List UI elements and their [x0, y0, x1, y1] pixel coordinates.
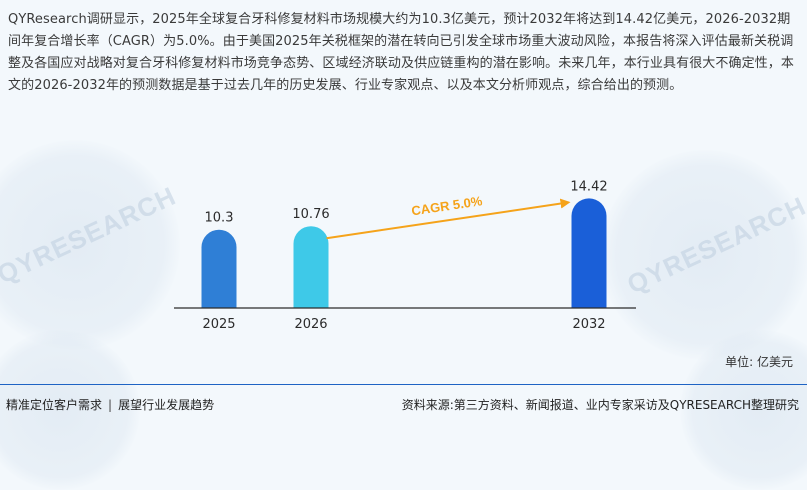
- labels-layer: 10.3 2025 10.76 2026 14.42 2032: [202, 179, 607, 332]
- market-description: QYResearch调研显示，2025年全球复合牙科修复材料市场规模大约为10.…: [8, 12, 795, 93]
- value-label-2025: 10.3: [205, 211, 234, 226]
- footer-slogan: 精准定位客户需求 | 展望行业发展趋势: [6, 396, 214, 413]
- footer-separator: |: [108, 398, 113, 412]
- value-label-2032: 14.42: [570, 179, 607, 194]
- bar-2025: [201, 229, 237, 308]
- cagr-arrow: [326, 198, 571, 240]
- footer-slogan-b: 展望行业发展趋势: [118, 398, 215, 412]
- bars-layer: [201, 198, 607, 308]
- x-tick-2032: 2032: [572, 317, 605, 332]
- market-size-chart: 10.3 2025 10.76 2026 14.42 2032 CAGR 5.0%: [174, 179, 636, 332]
- unit-label: 单位: 亿美元: [725, 355, 793, 369]
- x-tick-2025: 2025: [202, 317, 235, 332]
- value-label-2026: 10.76: [292, 207, 329, 222]
- cagr-label: CAGR 5.0%: [410, 193, 483, 218]
- footer-slogan-a: 精准定位客户需求: [6, 398, 103, 412]
- footer-divider: [0, 384, 807, 385]
- footer-source: 资料来源:第三方资料、新闻报道、业内专家采访及QYRESEARCH整理研究: [401, 398, 799, 412]
- bar-2032: [571, 198, 607, 308]
- x-tick-2026: 2026: [294, 317, 327, 332]
- annotation-layer: CAGR 5.0%: [326, 193, 571, 240]
- bar-2026: [293, 226, 329, 308]
